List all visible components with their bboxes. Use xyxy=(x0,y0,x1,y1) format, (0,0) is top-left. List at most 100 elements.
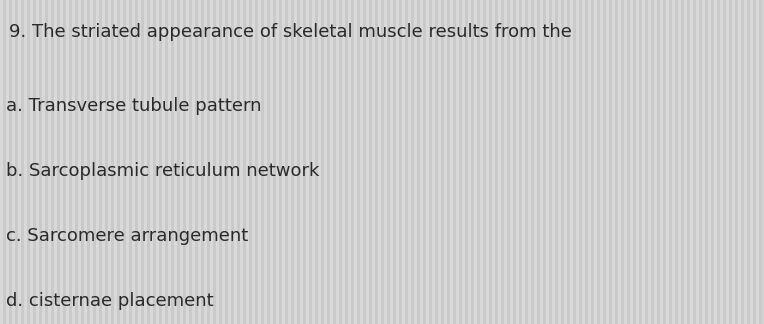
Bar xyxy=(342,0,345,324)
Bar xyxy=(153,0,156,324)
Bar xyxy=(576,0,579,324)
Bar xyxy=(162,0,165,324)
Bar xyxy=(99,0,102,324)
Bar xyxy=(186,0,189,324)
Bar xyxy=(126,0,129,324)
Bar xyxy=(0,0,3,324)
Bar xyxy=(294,0,297,324)
Bar xyxy=(432,0,435,324)
Bar xyxy=(318,0,321,324)
Bar xyxy=(285,0,288,324)
Bar xyxy=(429,0,432,324)
Bar xyxy=(129,0,132,324)
Bar xyxy=(600,0,603,324)
Bar xyxy=(177,0,180,324)
Bar xyxy=(219,0,222,324)
Bar xyxy=(27,0,30,324)
Bar xyxy=(408,0,411,324)
Bar xyxy=(672,0,675,324)
Bar xyxy=(663,0,666,324)
Bar xyxy=(486,0,489,324)
Bar xyxy=(729,0,732,324)
Bar xyxy=(144,0,147,324)
Bar xyxy=(465,0,468,324)
Bar xyxy=(51,0,54,324)
Bar xyxy=(84,0,87,324)
Bar xyxy=(570,0,573,324)
Bar xyxy=(516,0,519,324)
Bar xyxy=(399,0,402,324)
Bar xyxy=(651,0,654,324)
Bar xyxy=(678,0,681,324)
Bar xyxy=(174,0,177,324)
Bar xyxy=(36,0,39,324)
Bar xyxy=(402,0,405,324)
Bar xyxy=(339,0,342,324)
Text: a. Transverse tubule pattern: a. Transverse tubule pattern xyxy=(6,97,261,115)
Bar xyxy=(378,0,381,324)
Bar xyxy=(351,0,354,324)
Bar xyxy=(345,0,348,324)
Bar xyxy=(504,0,507,324)
Bar xyxy=(306,0,309,324)
Bar xyxy=(558,0,561,324)
Bar xyxy=(18,0,21,324)
Text: b. Sarcoplasmic reticulum network: b. Sarcoplasmic reticulum network xyxy=(6,162,319,180)
Bar xyxy=(738,0,741,324)
Bar xyxy=(105,0,108,324)
Bar xyxy=(708,0,711,324)
Bar xyxy=(96,0,99,324)
Bar xyxy=(156,0,159,324)
Bar xyxy=(474,0,477,324)
Bar xyxy=(723,0,726,324)
Bar xyxy=(87,0,90,324)
Bar xyxy=(57,0,60,324)
Bar xyxy=(483,0,486,324)
Bar xyxy=(141,0,144,324)
Bar xyxy=(258,0,261,324)
Bar xyxy=(225,0,228,324)
Bar xyxy=(267,0,270,324)
Bar xyxy=(336,0,339,324)
Bar xyxy=(246,0,249,324)
Bar xyxy=(699,0,702,324)
Bar xyxy=(102,0,105,324)
Bar xyxy=(405,0,408,324)
Bar xyxy=(573,0,576,324)
Bar xyxy=(48,0,51,324)
Bar xyxy=(717,0,720,324)
Bar xyxy=(360,0,363,324)
Bar xyxy=(138,0,141,324)
Bar xyxy=(33,0,36,324)
Bar xyxy=(636,0,639,324)
Bar xyxy=(240,0,243,324)
Bar xyxy=(639,0,642,324)
Bar xyxy=(243,0,246,324)
Bar xyxy=(396,0,399,324)
Bar xyxy=(300,0,303,324)
Bar xyxy=(279,0,282,324)
Bar xyxy=(597,0,600,324)
Bar xyxy=(231,0,234,324)
Bar xyxy=(453,0,456,324)
Bar xyxy=(21,0,24,324)
Bar xyxy=(195,0,198,324)
Bar xyxy=(6,0,9,324)
Bar xyxy=(90,0,93,324)
Bar xyxy=(375,0,378,324)
Bar xyxy=(615,0,618,324)
Text: 9. The striated appearance of skeletal muscle results from the: 9. The striated appearance of skeletal m… xyxy=(9,23,572,41)
Bar xyxy=(414,0,417,324)
Bar xyxy=(747,0,750,324)
Bar xyxy=(681,0,684,324)
Bar xyxy=(654,0,657,324)
Bar xyxy=(207,0,210,324)
Bar xyxy=(366,0,369,324)
Bar xyxy=(711,0,714,324)
Bar xyxy=(489,0,492,324)
Bar xyxy=(492,0,495,324)
Bar xyxy=(213,0,216,324)
Bar xyxy=(705,0,708,324)
Bar xyxy=(114,0,117,324)
Bar xyxy=(582,0,585,324)
